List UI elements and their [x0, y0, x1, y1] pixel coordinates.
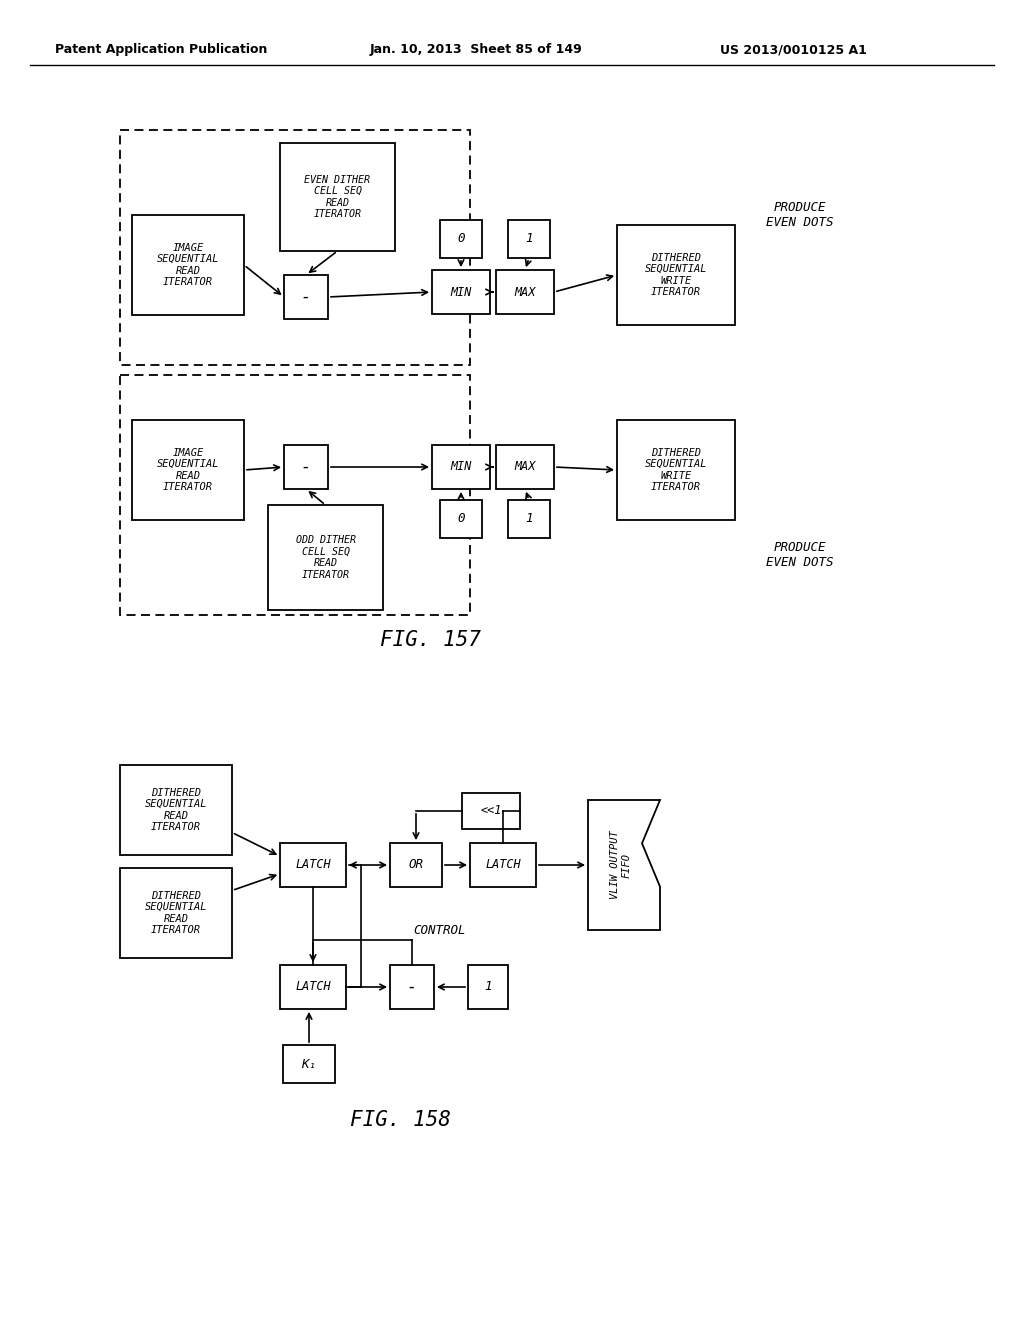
FancyBboxPatch shape: [440, 500, 482, 539]
Text: DITHERED
SEQUENTIAL
READ
ITERATOR: DITHERED SEQUENTIAL READ ITERATOR: [144, 788, 207, 833]
FancyBboxPatch shape: [280, 143, 395, 251]
FancyBboxPatch shape: [496, 445, 554, 488]
PathPatch shape: [588, 800, 660, 931]
FancyBboxPatch shape: [617, 224, 735, 325]
FancyBboxPatch shape: [496, 271, 554, 314]
Text: OR: OR: [409, 858, 424, 871]
FancyBboxPatch shape: [508, 500, 550, 539]
FancyBboxPatch shape: [132, 215, 244, 315]
FancyBboxPatch shape: [440, 220, 482, 257]
Text: FIG. 157: FIG. 157: [380, 630, 480, 649]
Text: CONTROL: CONTROL: [414, 924, 466, 936]
FancyBboxPatch shape: [120, 766, 232, 855]
FancyBboxPatch shape: [280, 965, 346, 1008]
Text: DITHERED
SEQUENTIAL
READ
ITERATOR: DITHERED SEQUENTIAL READ ITERATOR: [144, 891, 207, 936]
FancyBboxPatch shape: [432, 271, 490, 314]
Text: MIN: MIN: [451, 461, 472, 474]
Text: MAX: MAX: [514, 461, 536, 474]
Text: IMAGE
SEQUENTIAL
READ
ITERATOR: IMAGE SEQUENTIAL READ ITERATOR: [157, 243, 219, 288]
Text: DITHERED
SEQUENTIAL
WRITE
ITERATOR: DITHERED SEQUENTIAL WRITE ITERATOR: [645, 252, 708, 297]
FancyBboxPatch shape: [468, 965, 508, 1008]
Text: MIN: MIN: [451, 285, 472, 298]
Text: IMAGE
SEQUENTIAL
READ
ITERATOR: IMAGE SEQUENTIAL READ ITERATOR: [157, 447, 219, 492]
Text: -: -: [301, 458, 311, 477]
FancyBboxPatch shape: [268, 506, 383, 610]
Text: -: -: [301, 288, 311, 306]
Text: 0: 0: [458, 232, 465, 246]
FancyBboxPatch shape: [470, 843, 536, 887]
FancyBboxPatch shape: [390, 843, 442, 887]
Text: US 2013/0010125 A1: US 2013/0010125 A1: [720, 44, 867, 57]
Text: PRODUCE
EVEN DOTS: PRODUCE EVEN DOTS: [766, 541, 834, 569]
Text: Patent Application Publication: Patent Application Publication: [55, 44, 267, 57]
FancyBboxPatch shape: [284, 275, 328, 319]
FancyBboxPatch shape: [617, 420, 735, 520]
Text: PRODUCE
EVEN DOTS: PRODUCE EVEN DOTS: [766, 201, 834, 228]
FancyBboxPatch shape: [432, 445, 490, 488]
FancyBboxPatch shape: [280, 843, 346, 887]
Text: VLIW OUTPUT
FIFO: VLIW OUTPUT FIFO: [610, 830, 632, 899]
Text: EVEN DITHER
CELL SEQ
READ
ITERATOR: EVEN DITHER CELL SEQ READ ITERATOR: [304, 174, 371, 219]
Text: LATCH: LATCH: [295, 858, 331, 871]
Text: FIG. 158: FIG. 158: [349, 1110, 451, 1130]
Text: -: -: [407, 978, 417, 997]
Text: DITHERED
SEQUENTIAL
WRITE
ITERATOR: DITHERED SEQUENTIAL WRITE ITERATOR: [645, 447, 708, 492]
Text: 1: 1: [525, 512, 532, 525]
Text: LATCH: LATCH: [485, 858, 521, 871]
Text: Jan. 10, 2013  Sheet 85 of 149: Jan. 10, 2013 Sheet 85 of 149: [370, 44, 583, 57]
FancyBboxPatch shape: [284, 445, 328, 488]
FancyBboxPatch shape: [462, 793, 520, 829]
Text: ODD DITHER
CELL SEQ
READ
ITERATOR: ODD DITHER CELL SEQ READ ITERATOR: [296, 535, 355, 579]
FancyBboxPatch shape: [390, 965, 434, 1008]
Text: 1: 1: [525, 232, 532, 246]
FancyBboxPatch shape: [120, 869, 232, 958]
FancyBboxPatch shape: [132, 420, 244, 520]
Text: LATCH: LATCH: [295, 981, 331, 994]
Text: 0: 0: [458, 512, 465, 525]
Text: K₁: K₁: [301, 1057, 316, 1071]
Text: 1: 1: [484, 981, 492, 994]
Text: <<1: <<1: [480, 804, 502, 817]
FancyBboxPatch shape: [508, 220, 550, 257]
FancyBboxPatch shape: [283, 1045, 335, 1082]
Text: MAX: MAX: [514, 285, 536, 298]
